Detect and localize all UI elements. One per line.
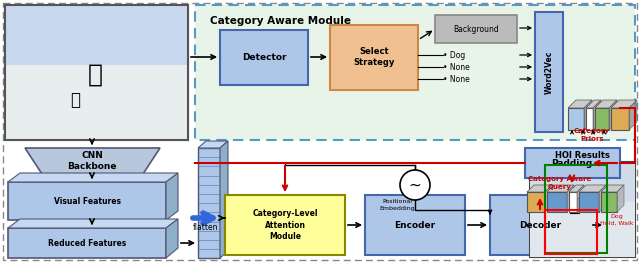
Bar (5, 5, 188, 65)
Polygon shape (617, 185, 624, 212)
Bar (530, 162, 635, 257)
Polygon shape (595, 100, 617, 108)
Bar (198, 148, 220, 258)
Text: • Dog: • Dog (443, 50, 465, 59)
Polygon shape (611, 100, 637, 108)
Bar (5, 5, 188, 140)
Text: Background: Background (453, 24, 499, 33)
Text: Select
Strategy: Select Strategy (353, 47, 395, 67)
Text: Category-Level
Attention
Module: Category-Level Attention Module (252, 209, 317, 241)
Text: Reduced Features: Reduced Features (48, 239, 126, 247)
Polygon shape (25, 148, 160, 174)
Polygon shape (601, 185, 624, 192)
Polygon shape (166, 173, 178, 220)
Bar (601, 192, 617, 212)
Polygon shape (629, 100, 637, 130)
Bar (8, 182, 166, 220)
Polygon shape (527, 185, 552, 192)
Text: CNN
Backbone: CNN Backbone (67, 151, 116, 171)
Text: • None: • None (443, 74, 470, 83)
Text: flatten: flatten (193, 224, 219, 232)
Bar (595, 108, 609, 130)
Bar (545, 165, 607, 253)
Polygon shape (567, 185, 574, 212)
Text: Word2Vec: Word2Vec (545, 50, 554, 94)
Bar (530, 162, 635, 202)
Polygon shape (220, 141, 228, 258)
Polygon shape (586, 100, 601, 108)
Polygon shape (577, 185, 584, 212)
Polygon shape (584, 100, 592, 130)
Text: 🧍: 🧍 (569, 195, 581, 215)
Polygon shape (8, 173, 178, 182)
Polygon shape (569, 185, 584, 192)
Bar (586, 108, 593, 130)
Bar (195, 5, 635, 140)
Bar (8, 228, 166, 258)
Polygon shape (568, 100, 592, 108)
Text: 🧍: 🧍 (88, 63, 102, 87)
Polygon shape (166, 219, 178, 258)
Text: HOI Results: HOI Results (555, 150, 610, 159)
Polygon shape (545, 185, 552, 212)
Bar (365, 195, 465, 255)
Polygon shape (599, 185, 606, 212)
Text: Positional
Embedding: Positional Embedding (379, 199, 415, 211)
Bar (569, 192, 577, 212)
Text: Padding: Padding (552, 159, 593, 168)
Polygon shape (579, 185, 606, 192)
Text: Visual Features: Visual Features (54, 196, 120, 205)
Bar (435, 15, 517, 43)
Bar (5, 5, 188, 140)
Text: ~: ~ (408, 178, 421, 193)
Polygon shape (547, 185, 574, 192)
Bar (545, 210, 597, 254)
Bar (490, 195, 590, 255)
Bar (225, 195, 345, 255)
Bar (568, 108, 584, 130)
Text: Dog
Hold, Walk: Dog Hold, Walk (600, 214, 634, 226)
Bar (530, 162, 635, 257)
Bar (5, 65, 188, 140)
Text: 🐕: 🐕 (70, 91, 80, 109)
Polygon shape (593, 100, 601, 130)
Text: Category Aware Module: Category Aware Module (210, 16, 351, 26)
Text: Category
Priors: Category Priors (574, 128, 610, 142)
Text: Encoder: Encoder (394, 220, 436, 230)
Bar (530, 202, 635, 257)
Circle shape (400, 170, 430, 200)
Bar (611, 108, 629, 130)
Text: Category Aware
Query: Category Aware Query (528, 176, 591, 190)
Polygon shape (8, 219, 178, 228)
Bar (527, 192, 545, 212)
Polygon shape (198, 141, 228, 148)
Bar (220, 30, 308, 85)
Text: • None: • None (443, 63, 470, 72)
Bar (579, 192, 599, 212)
Polygon shape (609, 100, 617, 130)
Text: Decoder: Decoder (519, 220, 561, 230)
Bar (547, 192, 567, 212)
Bar (535, 12, 563, 132)
Text: Detector: Detector (242, 53, 286, 62)
Bar (525, 148, 620, 178)
Bar (330, 25, 418, 90)
